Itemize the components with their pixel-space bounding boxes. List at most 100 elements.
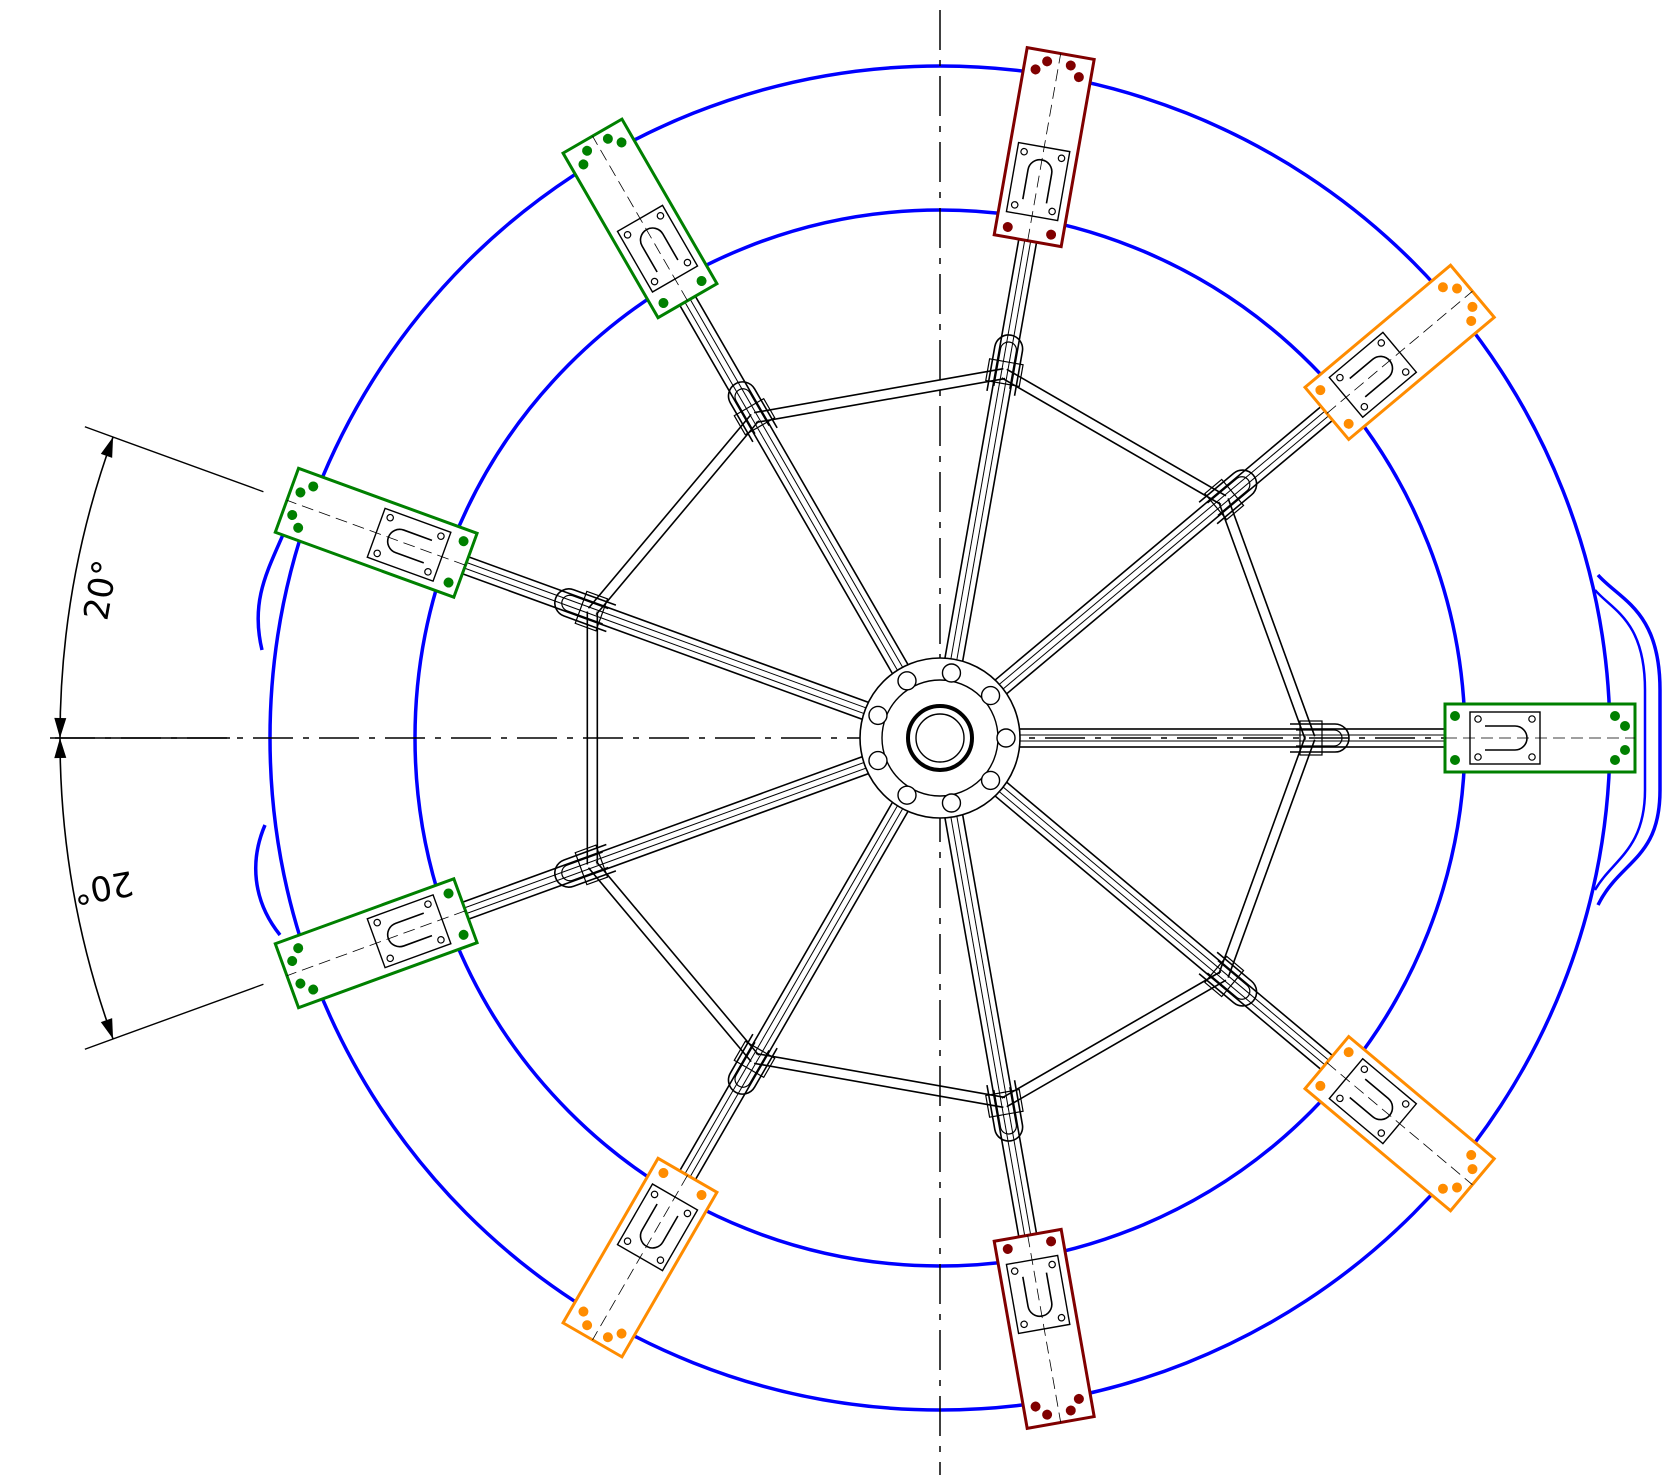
frame-member-edge xyxy=(755,377,1006,424)
frame-member-edge xyxy=(1227,498,1316,737)
hub-arm-clamp xyxy=(996,728,1016,748)
pad-dot xyxy=(308,984,319,995)
pad-dot xyxy=(582,1320,593,1331)
junction-plate xyxy=(1299,720,1323,756)
pad-bolt xyxy=(1401,1100,1410,1108)
pad-dot xyxy=(1030,1401,1041,1412)
junction-plate xyxy=(1204,478,1245,521)
frame-member-edge xyxy=(587,413,752,609)
dimension-arrowhead xyxy=(100,437,114,458)
mid-u-bracket-inner xyxy=(1296,729,1343,747)
pad-bolt xyxy=(1336,373,1344,382)
pad-dot xyxy=(1042,56,1053,67)
hub-outer xyxy=(859,657,1021,819)
mid-u-bracket-inner xyxy=(993,341,1017,389)
pad-dot xyxy=(1065,60,1076,71)
pad-bolt xyxy=(1377,1129,1386,1137)
mid-u-bracket-inner xyxy=(1207,960,1251,1000)
mid-u-bracket xyxy=(986,1080,1024,1142)
frame-member xyxy=(587,860,760,1063)
pad-bolt xyxy=(1020,147,1028,156)
angle-dimension-label-upper: 20° xyxy=(77,557,127,623)
hub-arm-clamp xyxy=(897,671,917,691)
pad-bolt xyxy=(386,513,395,522)
hub-arm-clamp xyxy=(941,663,962,683)
angle-dimension-label-lower: 20° xyxy=(70,862,136,912)
pad-dot xyxy=(578,159,589,170)
pad-bolt xyxy=(1336,1094,1344,1103)
pad-bolt xyxy=(1057,154,1066,163)
pad-dot xyxy=(1343,1047,1354,1058)
frame-member-edge xyxy=(753,1062,1004,1109)
hub-arm-clamp xyxy=(980,770,1001,791)
outer-ring-bulge-left xyxy=(254,529,287,937)
mid-u-bracket-inner xyxy=(734,388,770,434)
frame-member-edge xyxy=(595,420,760,616)
pad-dot xyxy=(1610,755,1620,765)
dimension-extension-line xyxy=(84,426,264,493)
pad-dot xyxy=(308,481,319,492)
frame-member-edge xyxy=(1227,739,1316,978)
pad-dot xyxy=(287,956,298,967)
pad-axis xyxy=(286,910,466,977)
pad-dot xyxy=(658,1168,669,1179)
pad-bolt xyxy=(1048,1260,1056,1269)
pad-dot xyxy=(1073,72,1084,83)
frame-member xyxy=(587,413,760,616)
frame-member-edge xyxy=(595,860,760,1056)
pad-axis xyxy=(1027,53,1062,241)
frame-member-edge xyxy=(1217,736,1307,975)
dimension-arc xyxy=(59,737,114,1040)
dimension-arrowhead xyxy=(100,1018,114,1039)
arm-40-deg xyxy=(963,263,1497,722)
dimension-arrowhead xyxy=(54,717,67,738)
arm-120-deg xyxy=(561,117,931,709)
pad-dot xyxy=(443,577,454,588)
frame-member-edge xyxy=(755,1052,1006,1099)
pad-dot xyxy=(1437,282,1448,293)
pad-dot xyxy=(295,978,306,989)
pad-dot xyxy=(602,133,613,144)
pad-dot xyxy=(578,1306,589,1317)
inner-polygon-frame xyxy=(586,367,1316,1109)
pad-dot xyxy=(1620,745,1630,755)
mid-u-bracket xyxy=(727,381,778,443)
mid-u-bracket xyxy=(554,588,617,633)
pad-dot xyxy=(1467,301,1478,312)
dimension-arrowhead xyxy=(54,738,67,759)
pad-dot xyxy=(1610,711,1620,721)
pad-dot xyxy=(696,1190,707,1201)
arm-240-deg xyxy=(561,767,931,1359)
pad-bolt xyxy=(656,1256,665,1264)
hub-arm-clamp xyxy=(868,750,888,771)
pad-dot xyxy=(616,137,627,148)
junction-plate xyxy=(985,1088,1024,1118)
pad-bolt xyxy=(1360,1065,1369,1074)
pad-dot xyxy=(293,943,304,954)
pad-bolt xyxy=(683,1209,692,1218)
pad-bolt xyxy=(424,568,432,576)
frame-member xyxy=(1001,368,1227,506)
frame-member-edge xyxy=(1217,501,1307,740)
pad-bolt xyxy=(1057,1313,1066,1322)
pad-bolt xyxy=(623,1237,632,1245)
pad-dot xyxy=(1466,315,1477,326)
pad-axis xyxy=(592,1175,688,1341)
mid-u-bracket-inner xyxy=(561,851,609,882)
central-hub xyxy=(859,657,1021,819)
pad-dot xyxy=(1620,721,1630,731)
pad-dot xyxy=(582,145,593,156)
mid-u-bracket-inner xyxy=(1207,476,1251,516)
pad-bolt xyxy=(650,1190,659,1199)
pad-dot xyxy=(1315,385,1326,396)
pad-bolt xyxy=(1474,715,1482,723)
mid-u-bracket xyxy=(986,334,1024,396)
pad-dot xyxy=(1437,1183,1448,1194)
arm-320-deg xyxy=(963,754,1497,1213)
pad-dot xyxy=(1073,1393,1084,1404)
pad-bolt xyxy=(1474,753,1482,761)
frame-member-edge xyxy=(1006,979,1227,1108)
pad-dot xyxy=(1466,1150,1477,1161)
pad-axis xyxy=(592,135,688,301)
frame-member-edge xyxy=(587,867,752,1063)
